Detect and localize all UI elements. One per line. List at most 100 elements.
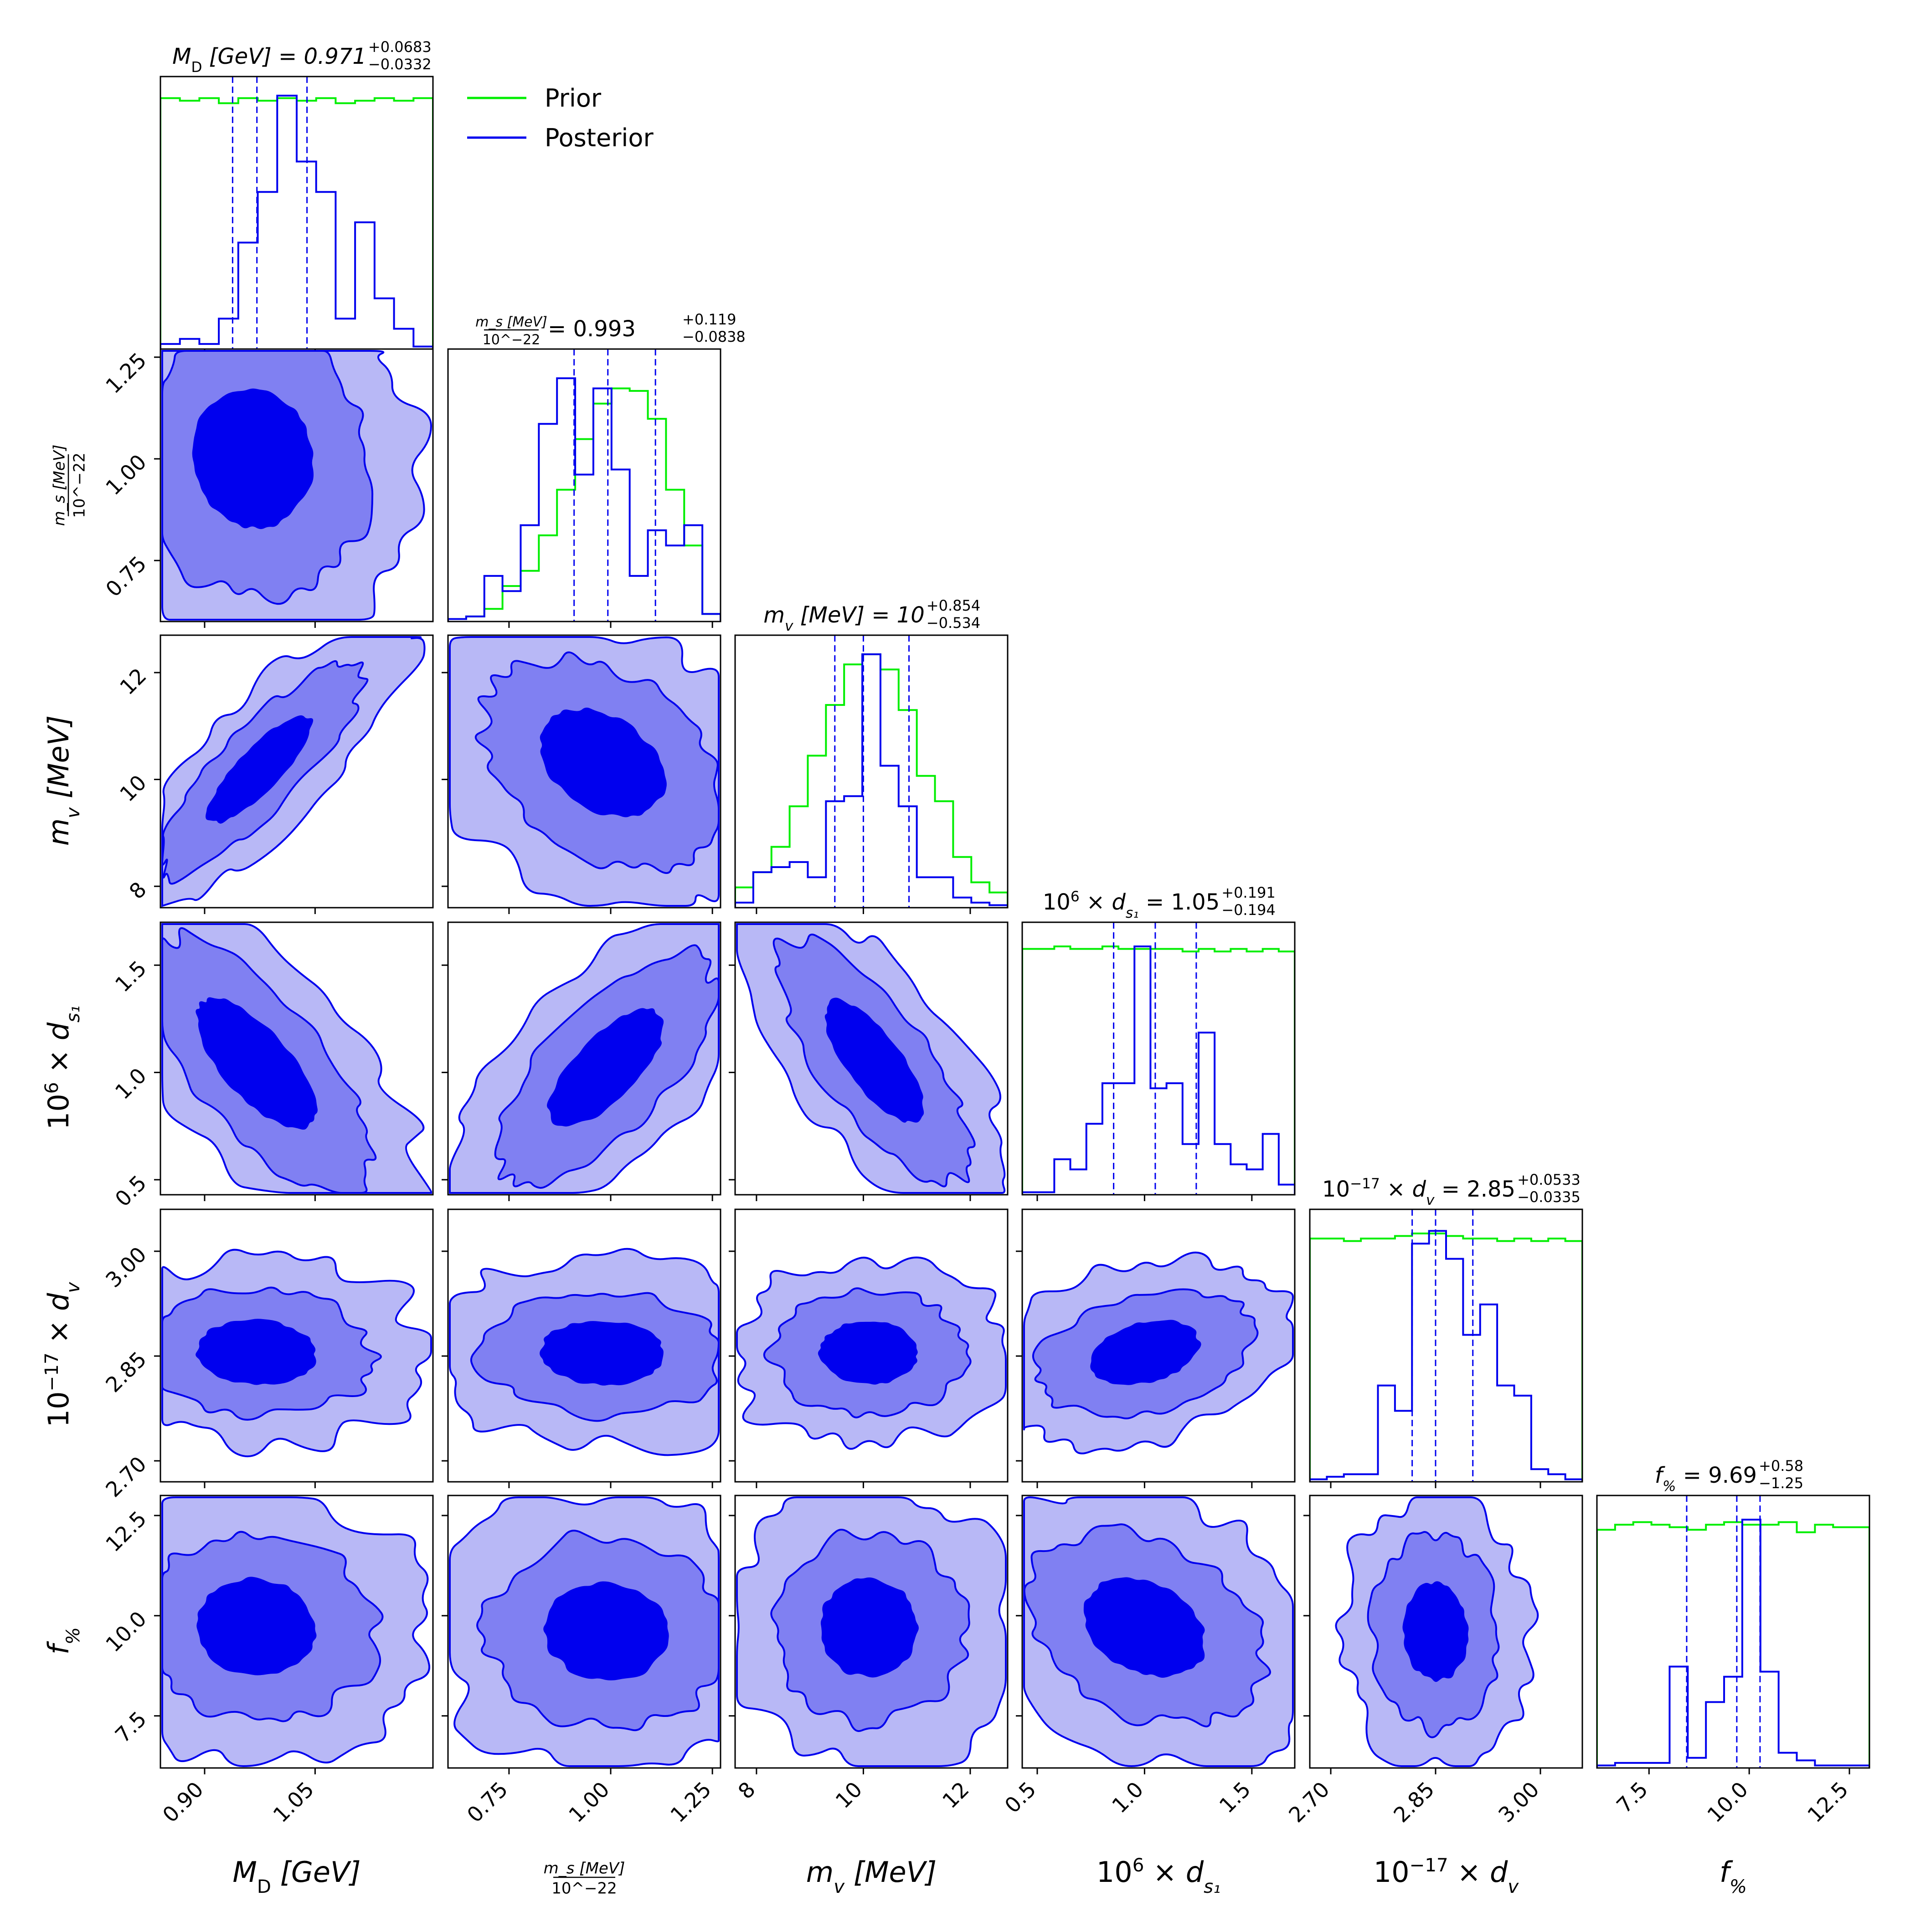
axis-frame-5-1 <box>447 1495 721 1769</box>
panel-mv-dv <box>729 1208 1009 1488</box>
contour-ds1-f-2 <box>1083 1577 1205 1678</box>
title-mv-plus: +0.854 <box>927 597 980 614</box>
axis-frame-5-5 <box>1596 1495 1870 1769</box>
legend: Prior Posterior <box>467 84 654 152</box>
contour-ms-f-2 <box>543 1581 669 1680</box>
xticklabel-dv-2: 3.00 <box>1493 1777 1544 1828</box>
xticklabel-ds1-1: 1.0 <box>1107 1777 1148 1818</box>
xlabel-MD: MD [GeV] <box>232 1855 360 1897</box>
yticklabel-mv-2: 12 <box>115 663 151 700</box>
panel-MD-f: 0.90 1.05 7.5 10.0 12.5 <box>101 1495 434 1828</box>
legend-entry-0: Prior <box>545 84 602 113</box>
axis-frame-5-4 <box>1309 1495 1583 1769</box>
panel-f-f: f% = 9.69 +0.58−1.25 7.5 10.0 12.5 <box>1596 1457 1870 1828</box>
prior-hist-ds1 <box>1022 945 1295 1195</box>
axis-frame-4-0 <box>160 1208 434 1483</box>
panel-ds1-dv <box>1016 1208 1296 1488</box>
posterior-hist-mv <box>735 653 1008 908</box>
xticklabel-mv-2: 12 <box>937 1777 974 1814</box>
axis-frame-5-0 <box>160 1495 434 1769</box>
contour-MD-ds1-2 <box>196 997 318 1130</box>
xticklabel-ms-1: 1.00 <box>564 1777 614 1828</box>
posterior-hist-dv <box>1310 1230 1582 1482</box>
axis-frame-1-1 <box>447 348 721 622</box>
ylabel-dv: 10−17 × dv <box>41 1282 84 1428</box>
title-MD-plus: +0.0683 <box>368 38 432 56</box>
panel-ms-ds1 <box>442 921 721 1201</box>
panel-ms-ms: m_s [MeV] 10^−22 = 0.993 +0.119−0.0838 <box>447 311 746 628</box>
panel-MD-ds1: 0.5 1.0 1.5 <box>110 921 434 1212</box>
title-f: f% = 9.69 <box>1655 1463 1757 1495</box>
xticklabel-mv-0: 8 <box>733 1777 760 1804</box>
yticklabel-mv-1: 10 <box>115 770 151 807</box>
axis-frame-5-3 <box>1021 1495 1296 1769</box>
yticklabel-ds1-0: 0.5 <box>110 1171 151 1212</box>
posterior-hist-ds1 <box>1022 945 1295 1195</box>
yticklabel-f-2: 12.5 <box>101 1506 151 1557</box>
title-dv-plus: +0.0533 <box>1517 1171 1581 1188</box>
panel-ds1-f: 0.5 1.0 1.5 <box>1000 1495 1296 1818</box>
ylabel-ms: m_s [MeV] 10^−22 <box>51 445 89 526</box>
axis-frame-5-2 <box>734 1495 1009 1769</box>
title-ms-minus: −0.0838 <box>682 328 746 345</box>
yticklabel-ds1-2: 1.5 <box>110 956 151 997</box>
xlabel-dv: 10−17 × dv <box>1374 1855 1519 1897</box>
xticklabel-ms-2: 1.25 <box>665 1777 716 1828</box>
axis-frame-1-0 <box>160 348 434 622</box>
contour-MD-ms-2 <box>192 388 314 529</box>
axis-frame-2-0 <box>160 634 434 909</box>
yticklabel-dv-0: 2.70 <box>101 1452 151 1502</box>
panel-ms-dv <box>442 1208 721 1488</box>
yticklabel-dv-1: 2.85 <box>101 1347 151 1398</box>
legend-entry-1: Posterior <box>545 123 654 152</box>
title-f-minus: −1.25 <box>1759 1475 1803 1492</box>
prior-hist-ms <box>448 387 721 622</box>
contour-mv-dv-2 <box>818 1321 918 1385</box>
contour-MD-f-2 <box>196 1577 317 1675</box>
title-mv-minus: −0.534 <box>927 614 980 632</box>
ylabel-mv: mv [MeV] <box>42 715 84 846</box>
contour-MD-mv-2 <box>206 715 314 824</box>
yticklabel-f-0: 7.5 <box>110 1706 151 1747</box>
axis-frame-3-0 <box>160 921 434 1196</box>
title-dv: 10−17 × dv = 2.85 <box>1322 1176 1515 1208</box>
title-ms: = 0.993 <box>548 316 636 342</box>
panel-mv-f: 8 10 12 <box>729 1495 1009 1814</box>
xlabel-ms: m_s [MeV] 10^−22 <box>544 1860 625 1898</box>
xlabel-ms-denominator: 10^−22 <box>551 1880 617 1898</box>
ylabel-f: f% <box>42 1627 84 1655</box>
contour-mv-ds1-2 <box>824 997 924 1123</box>
xlabel-ms-numerator: m_s [MeV] <box>544 1860 625 1878</box>
title-MD: MD [GeV] = 0.971 <box>172 44 366 76</box>
yticklabel-ds1-1: 1.0 <box>110 1063 151 1104</box>
panel-MD-MD: MD [GeV] = 0.971 +0.0683−0.0332 <box>160 38 434 355</box>
xlabel-ds1: 106 × ds₁ <box>1097 1855 1220 1897</box>
panel-dv-f: 2.70 2.85 3.00 <box>1284 1495 1583 1828</box>
ylabel-ms-numerator: m_s [MeV] <box>51 445 69 526</box>
yticklabel-dv-2: 3.00 <box>101 1242 151 1293</box>
axis-frame-3-1 <box>447 921 721 1196</box>
panel-mv-mv: mv [MeV] = 10 +0.854−0.534 <box>734 597 1009 914</box>
contour-ms-mv-2 <box>540 707 667 817</box>
axis-frame-3-2 <box>734 921 1009 1196</box>
xlabel-mv: mv [MeV] <box>806 1855 937 1897</box>
title-ds1-plus: +0.191 <box>1221 884 1275 901</box>
panel-dv-dv: 10−17 × dv = 2.85 +0.0533−0.0335 <box>1309 1171 1583 1488</box>
title-ds1: 106 × ds₁ = 1.05 <box>1043 889 1220 921</box>
panel-mv-ds1 <box>729 921 1009 1201</box>
axis-frame-2-1 <box>447 634 721 909</box>
title-ds1-minus: −0.194 <box>1221 901 1275 919</box>
xticklabel-MD-1: 1.05 <box>268 1777 319 1828</box>
ylabel-ms-denominator: 10^−22 <box>71 452 89 518</box>
xticklabel-f-0: 7.5 <box>1612 1777 1653 1818</box>
xticklabel-f-2: 12.5 <box>1802 1777 1853 1828</box>
title-ms-fraction-numerator: m_s [MeV] <box>475 314 547 330</box>
ylabel-ds1: 106 × ds₁ <box>41 1006 84 1130</box>
axis-frame-4-2 <box>734 1208 1009 1483</box>
xticklabel-ms-0: 0.75 <box>462 1777 513 1828</box>
yticklabel-ms-1: 1.00 <box>101 450 151 500</box>
title-ms-plus: +0.119 <box>682 311 736 328</box>
prior-hist-mv <box>735 653 1008 908</box>
title-ms-fraction-denominator: 10^−22 <box>483 332 541 348</box>
